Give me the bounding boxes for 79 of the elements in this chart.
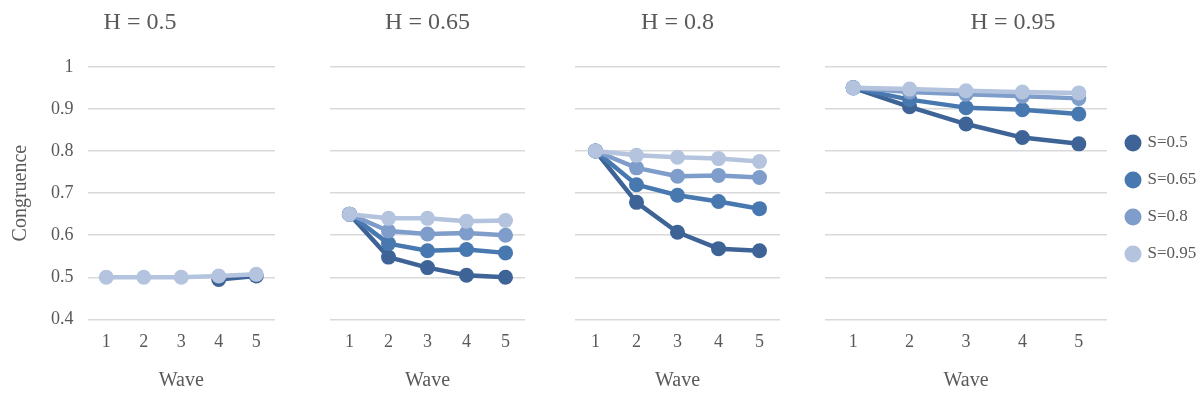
point [1071, 136, 1087, 152]
point [752, 243, 767, 259]
x-tick-label: 4 [714, 330, 723, 351]
point [498, 245, 513, 261]
point [498, 269, 513, 285]
x-tick-label: 5 [755, 330, 764, 351]
point [670, 224, 685, 240]
point [381, 249, 396, 265]
legend-label: S=0.65 [1147, 169, 1197, 189]
point [752, 170, 767, 186]
x-axis-title: Wave [943, 368, 989, 391]
y-tick-label: 0.9 [51, 97, 74, 118]
chart-title: H = 0.95 [970, 7, 1056, 34]
point [381, 223, 396, 239]
y-tick-label: 0.6 [51, 223, 74, 244]
point [629, 177, 644, 193]
point [381, 210, 396, 226]
legend-label: S=0.8 [1147, 206, 1188, 226]
point [752, 154, 767, 170]
x-tick-label: 1 [848, 330, 858, 351]
x-tick-label: 3 [673, 330, 682, 351]
point [381, 236, 396, 252]
point [498, 212, 513, 228]
point [420, 243, 435, 259]
legend-label: S=0.95 [1147, 243, 1197, 263]
x-tick-label: 2 [632, 330, 641, 351]
point [1014, 84, 1030, 100]
x-tick-label: 2 [905, 330, 915, 351]
y-axis-title: Congruence [8, 144, 32, 242]
point [459, 267, 474, 283]
x-tick-label: 5 [1074, 330, 1084, 351]
point [1014, 102, 1030, 118]
point [670, 149, 685, 165]
x-tick-label: 2 [384, 330, 393, 351]
legend-label: S=0.5 [1147, 132, 1188, 152]
y-tick-label: 0.8 [51, 139, 74, 160]
x-tick-label: 3 [961, 330, 971, 351]
y-tick-label: 0.7 [51, 181, 74, 202]
point [420, 210, 435, 226]
x-axis-title: Wave [404, 368, 451, 391]
x-tick-label: 3 [423, 330, 432, 351]
x-tick-label: 5 [501, 330, 510, 351]
point [420, 226, 435, 242]
point [1071, 85, 1087, 101]
x-axis-title: Wave [158, 368, 204, 391]
point [420, 260, 435, 276]
point [711, 194, 726, 210]
x-axis-title: Wave [654, 368, 701, 391]
x-tick-label: 1 [101, 330, 111, 351]
point [752, 201, 767, 217]
point [670, 187, 685, 203]
x-tick-label: 4 [462, 330, 471, 351]
point [629, 194, 644, 210]
x-tick-label: 4 [214, 330, 224, 351]
point [711, 151, 726, 167]
point [958, 116, 974, 132]
point [629, 160, 644, 176]
point [459, 213, 474, 229]
point [629, 147, 644, 163]
y-tick-label: 0.5 [51, 266, 74, 287]
point [1014, 130, 1030, 146]
x-tick-label: 4 [1017, 330, 1027, 351]
point [498, 227, 513, 243]
point [459, 242, 474, 258]
chart-title: H = 0.65 [385, 7, 470, 34]
chart-title: H = 0.5 [103, 7, 177, 34]
x-tick-label: 1 [345, 330, 354, 351]
chart-title: H = 0.8 [641, 7, 714, 34]
x-tick-label: 5 [251, 330, 261, 351]
y-tick-label: 0.4 [51, 308, 74, 329]
x-tick-label: 1 [591, 330, 600, 351]
point [711, 241, 726, 257]
point [670, 168, 685, 184]
x-tick-label: 2 [139, 330, 149, 351]
x-tick-label: 3 [176, 330, 186, 351]
point [958, 100, 974, 116]
point [1071, 106, 1087, 122]
point [711, 167, 726, 183]
y-tick-label: 1 [64, 55, 74, 76]
